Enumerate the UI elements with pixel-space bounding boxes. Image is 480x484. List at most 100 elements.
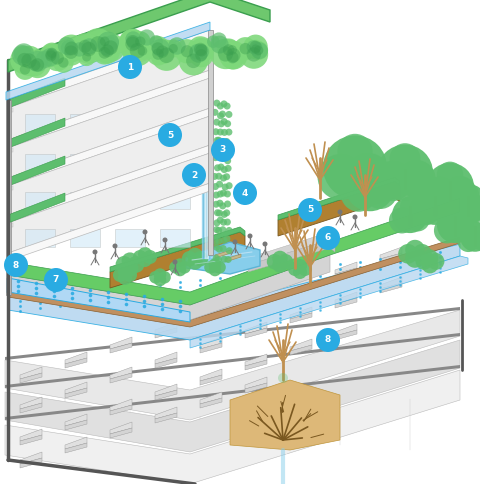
Polygon shape xyxy=(245,360,267,370)
Circle shape xyxy=(398,160,436,198)
Polygon shape xyxy=(8,30,210,108)
Circle shape xyxy=(58,37,75,55)
Polygon shape xyxy=(8,78,65,108)
Circle shape xyxy=(434,217,460,243)
Circle shape xyxy=(390,143,420,174)
Circle shape xyxy=(213,192,220,198)
Polygon shape xyxy=(155,413,177,423)
Circle shape xyxy=(213,100,220,106)
Circle shape xyxy=(31,58,44,72)
Polygon shape xyxy=(5,340,460,452)
Polygon shape xyxy=(8,237,460,327)
Polygon shape xyxy=(8,223,13,227)
Polygon shape xyxy=(380,253,402,263)
Circle shape xyxy=(105,35,119,49)
Circle shape xyxy=(189,43,214,67)
Circle shape xyxy=(220,175,227,182)
Polygon shape xyxy=(8,255,330,320)
Polygon shape xyxy=(8,145,210,223)
Circle shape xyxy=(51,51,64,64)
Text: 6: 6 xyxy=(325,233,331,242)
Circle shape xyxy=(220,148,227,154)
Polygon shape xyxy=(8,198,460,305)
Circle shape xyxy=(122,35,153,66)
Circle shape xyxy=(377,145,433,200)
Circle shape xyxy=(228,45,237,55)
Circle shape xyxy=(126,35,139,48)
Circle shape xyxy=(172,259,178,264)
Polygon shape xyxy=(200,398,222,408)
Polygon shape xyxy=(25,154,55,172)
Circle shape xyxy=(152,48,164,60)
Circle shape xyxy=(222,183,228,191)
Circle shape xyxy=(221,211,228,218)
Polygon shape xyxy=(290,313,312,323)
Circle shape xyxy=(82,28,114,60)
Circle shape xyxy=(221,118,228,125)
Circle shape xyxy=(187,254,203,270)
Circle shape xyxy=(463,195,480,222)
Polygon shape xyxy=(115,229,145,247)
Circle shape xyxy=(220,219,227,226)
Circle shape xyxy=(193,251,208,266)
Circle shape xyxy=(4,253,28,277)
Circle shape xyxy=(215,227,222,234)
Circle shape xyxy=(249,41,268,60)
Circle shape xyxy=(154,268,166,281)
Circle shape xyxy=(152,42,164,55)
Circle shape xyxy=(400,196,420,216)
Circle shape xyxy=(174,258,186,271)
Polygon shape xyxy=(190,256,468,348)
Circle shape xyxy=(213,219,220,227)
Circle shape xyxy=(118,265,132,279)
Circle shape xyxy=(44,45,71,71)
Circle shape xyxy=(29,60,40,71)
Polygon shape xyxy=(380,247,402,259)
Circle shape xyxy=(216,181,223,188)
Polygon shape xyxy=(155,390,177,400)
Circle shape xyxy=(22,53,36,68)
Polygon shape xyxy=(8,78,210,178)
Circle shape xyxy=(409,194,441,226)
Circle shape xyxy=(246,40,265,59)
Circle shape xyxy=(121,252,138,269)
Circle shape xyxy=(217,38,240,61)
Text: 5: 5 xyxy=(307,206,313,214)
Polygon shape xyxy=(70,154,100,172)
Circle shape xyxy=(213,226,220,233)
Circle shape xyxy=(272,257,288,272)
Circle shape xyxy=(421,249,438,266)
Polygon shape xyxy=(70,192,100,209)
Polygon shape xyxy=(290,307,312,319)
Circle shape xyxy=(152,39,169,57)
Circle shape xyxy=(95,38,120,64)
Polygon shape xyxy=(110,367,132,379)
Circle shape xyxy=(58,34,85,62)
Circle shape xyxy=(288,262,302,276)
Circle shape xyxy=(221,256,228,263)
Circle shape xyxy=(240,43,251,54)
Polygon shape xyxy=(25,229,55,247)
Polygon shape xyxy=(8,116,210,215)
Circle shape xyxy=(293,259,307,273)
Circle shape xyxy=(79,40,92,53)
Polygon shape xyxy=(278,177,400,220)
Circle shape xyxy=(220,237,228,244)
Circle shape xyxy=(213,201,220,208)
Polygon shape xyxy=(245,322,267,334)
Polygon shape xyxy=(8,153,210,253)
Polygon shape xyxy=(245,377,267,389)
Polygon shape xyxy=(335,298,357,308)
Circle shape xyxy=(163,238,168,242)
Circle shape xyxy=(416,253,432,270)
Circle shape xyxy=(211,32,227,48)
Circle shape xyxy=(428,253,444,270)
Polygon shape xyxy=(6,100,11,295)
Polygon shape xyxy=(110,422,132,434)
Circle shape xyxy=(40,44,61,65)
Circle shape xyxy=(226,48,240,62)
Circle shape xyxy=(363,175,397,209)
Polygon shape xyxy=(65,437,87,449)
Polygon shape xyxy=(8,261,13,265)
Polygon shape xyxy=(65,352,87,364)
